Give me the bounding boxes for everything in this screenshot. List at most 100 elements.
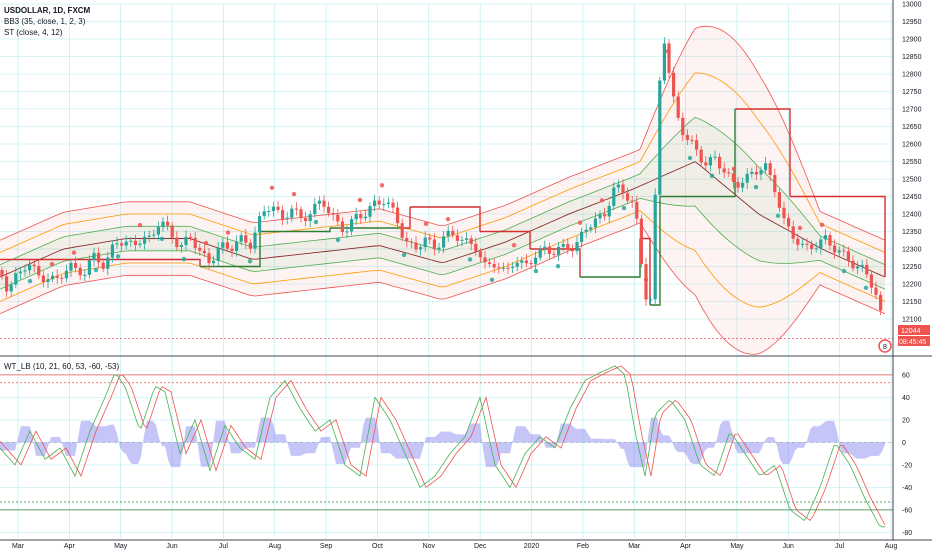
- candle-body: [363, 216, 367, 219]
- signal-dot: [27, 278, 33, 284]
- signal-dot: [599, 198, 605, 203]
- candle-body: [258, 216, 262, 233]
- candle-body: [741, 182, 745, 188]
- legend-symbol[interactable]: USDOLLAR, 1D, FXCM: [4, 6, 91, 15]
- legend-wt[interactable]: WT_LB (10, 21, 60, 53, -60, -53): [4, 362, 120, 371]
- price-tick-label: 12950: [902, 19, 922, 26]
- wt-tick-label: -80: [902, 530, 912, 537]
- candle-body: [327, 206, 331, 213]
- candle-body: [345, 231, 349, 233]
- candle-body: [814, 248, 818, 250]
- candle-body: [639, 218, 643, 265]
- candle-body: [124, 241, 128, 246]
- candle-body: [497, 267, 501, 269]
- candle-body: [60, 277, 64, 279]
- candle-body: [584, 229, 588, 232]
- signal-dot: [203, 240, 209, 246]
- candle-body: [658, 80, 662, 195]
- candle-body: [253, 232, 257, 249]
- candle-body: [373, 200, 377, 207]
- candle-body: [874, 287, 878, 295]
- candle-body: [161, 221, 165, 228]
- signal-dot: [863, 285, 869, 291]
- candle-body: [400, 223, 404, 238]
- candle-body: [695, 140, 699, 150]
- candle-body: [175, 237, 179, 248]
- candle-body: [561, 243, 565, 247]
- price-tick-label: 12250: [902, 264, 922, 271]
- candle-body: [777, 192, 781, 208]
- candle-body: [101, 262, 105, 269]
- signal-dot: [643, 277, 649, 282]
- price-tick-label: 12800: [902, 72, 922, 79]
- signal-dot: [775, 213, 781, 218]
- candle-body: [731, 173, 735, 183]
- candle-body: [460, 239, 464, 241]
- candle-body: [147, 235, 151, 237]
- candle-body: [359, 214, 363, 219]
- candle-body: [423, 237, 427, 248]
- candle-body: [221, 242, 225, 248]
- candle-body: [621, 184, 625, 194]
- candle-body: [580, 231, 584, 243]
- candle-body: [138, 243, 142, 246]
- alert-badge[interactable]: 8: [878, 339, 892, 353]
- candle-body: [488, 262, 492, 265]
- candle-body: [630, 200, 634, 202]
- signal-dot: [225, 230, 231, 235]
- candle-body: [207, 253, 211, 264]
- candle-body: [267, 211, 271, 213]
- signal-dot: [533, 268, 539, 274]
- legend-st[interactable]: ST (close, 4, 12): [4, 28, 63, 37]
- candle-body: [451, 230, 455, 236]
- candle-body: [851, 260, 855, 269]
- candle-body: [474, 243, 478, 252]
- bollinger-bands: [0, 25, 886, 355]
- candle-body: [110, 244, 114, 258]
- candle-body: [299, 209, 303, 219]
- signal-dot: [181, 256, 187, 262]
- price-tick-label: 12350: [902, 229, 922, 236]
- supertrend-segment: [580, 238, 641, 278]
- lower-band-line: [0, 210, 886, 308]
- candle-body: [842, 250, 846, 252]
- candle-body: [37, 266, 41, 276]
- candle-body: [5, 276, 9, 292]
- signal-dot: [577, 220, 583, 225]
- candle-body: [501, 267, 505, 269]
- candle-body: [649, 299, 653, 301]
- signal-dot: [115, 254, 121, 259]
- candle-body: [198, 247, 202, 251]
- supertrend-segment: [650, 196, 661, 306]
- candle-body: [837, 250, 841, 253]
- outer-band-fill: [0, 26, 885, 355]
- candle-body: [41, 275, 45, 282]
- upper-band-line: [0, 116, 886, 266]
- candle-body: [281, 209, 285, 220]
- candle-body: [368, 206, 372, 217]
- supertrend-segment: [730, 109, 736, 198]
- time-tick-label: May: [114, 543, 128, 550]
- candle-body: [432, 239, 436, 250]
- candle-body: [405, 237, 409, 242]
- candle-body: [796, 238, 800, 245]
- candle-body: [248, 242, 252, 249]
- time-tick-label: 2020: [524, 543, 540, 550]
- candle-body: [382, 203, 386, 205]
- candle-body: [285, 217, 289, 220]
- candlestick-series[interactable]: [0, 37, 893, 339]
- signal-dot: [401, 252, 407, 258]
- candle-body: [667, 43, 671, 73]
- candle-body: [244, 235, 248, 243]
- wavetrend-pane[interactable]: [0, 365, 893, 528]
- candle-body: [750, 171, 754, 174]
- legend-bb3[interactable]: BB3 (35, close, 1, 2, 3): [4, 17, 86, 26]
- signal-dot: [313, 219, 319, 225]
- candle-body: [856, 266, 860, 269]
- wt-tick-label: 40: [902, 395, 910, 402]
- candle-body: [166, 221, 170, 226]
- candle-body: [869, 274, 873, 288]
- signal-dot: [731, 166, 737, 172]
- signal-dot: [159, 236, 165, 242]
- price-tick-label: 12450: [902, 194, 922, 201]
